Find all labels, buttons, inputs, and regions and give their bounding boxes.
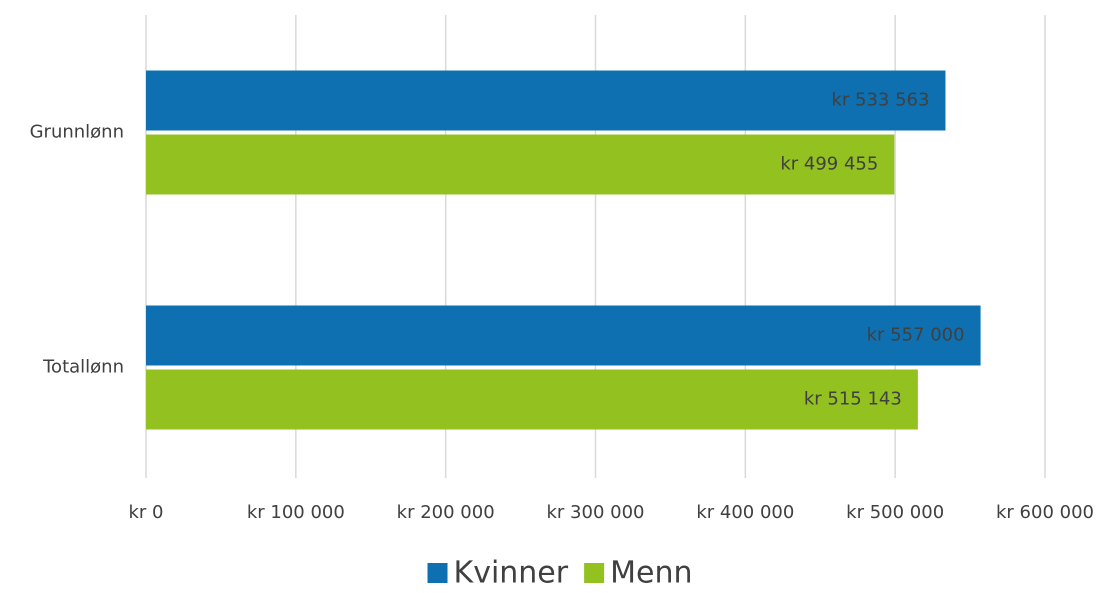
bar xyxy=(146,369,918,430)
x-tick-label: kr 100 000 xyxy=(247,502,345,523)
x-tick-label: kr 0 xyxy=(129,502,164,523)
legend-label: Menn xyxy=(610,556,692,591)
data-label: kr 515 143 xyxy=(804,389,902,410)
y-tick-label: Grunnlønn xyxy=(30,122,124,143)
data-label: kr 557 000 xyxy=(867,325,965,346)
x-tick-label: kr 300 000 xyxy=(547,502,645,523)
x-tick-label: kr 200 000 xyxy=(397,502,495,523)
data-label: kr 533 563 xyxy=(831,90,929,111)
x-tick-label: kr 400 000 xyxy=(696,502,794,523)
bar xyxy=(146,134,895,195)
data-label: kr 499 455 xyxy=(780,154,878,175)
legend-marker xyxy=(427,563,448,583)
legend-marker xyxy=(584,563,605,583)
bar xyxy=(146,70,946,131)
x-tick-label: kr 600 000 xyxy=(996,502,1094,523)
bar xyxy=(146,305,981,366)
x-tick-label: kr 500 000 xyxy=(846,502,944,523)
y-tick-label: Totallønn xyxy=(42,357,124,378)
legend-label: Kvinner xyxy=(454,556,569,591)
